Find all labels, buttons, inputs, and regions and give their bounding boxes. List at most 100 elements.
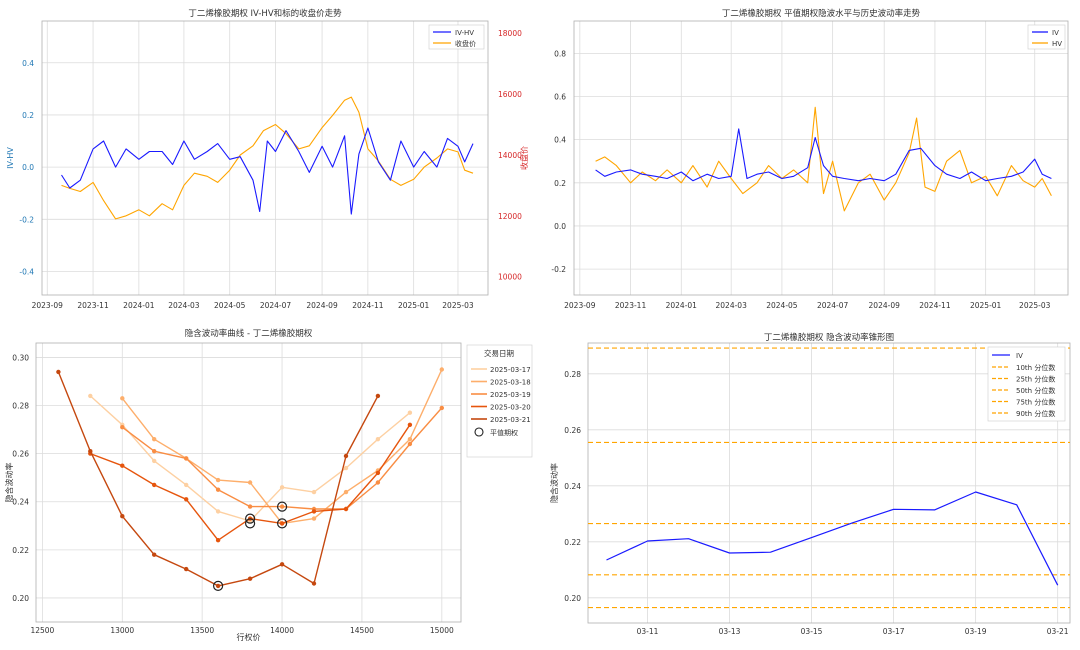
y-tick-label: 0.28 <box>12 402 29 411</box>
x-tick-label: 2024-05 <box>214 301 246 310</box>
smile-point <box>311 489 317 495</box>
atm-marker <box>245 518 256 529</box>
smile-point <box>152 552 157 557</box>
x-tick-label: 2024-11 <box>352 301 384 310</box>
x-tick-label: 2025-03 <box>442 301 474 310</box>
x-tick-label: 03-13 <box>719 627 741 636</box>
atm-marker <box>245 513 256 524</box>
y-tick-label: 0.24 <box>564 482 581 491</box>
close-price-line <box>61 96 474 220</box>
y-axis-label: IV-HV <box>6 147 15 169</box>
legend-box <box>428 24 485 50</box>
legend-title: 交易日期 <box>484 348 514 358</box>
smile-point <box>407 437 413 442</box>
legend-label: 2025-03-20 <box>490 404 531 412</box>
smile-point <box>407 441 413 447</box>
legend-box <box>466 344 533 458</box>
legend: IV 10th 分位数 25th 分位数 50th 分位数 75th 分位数 90th 分… <box>987 346 1066 422</box>
chart-title: 丁二烯橡胶期权 IV-HV和标的收盘价走势 <box>188 8 342 19</box>
smile-point <box>375 437 381 442</box>
smile-point <box>152 458 157 464</box>
smile-point <box>88 393 93 399</box>
legend: IV HV <box>1027 24 1066 50</box>
legend-label: IV <box>1016 352 1023 360</box>
smile-point <box>215 538 221 543</box>
y-tick-label: 0.22 <box>564 538 581 547</box>
y-tick-label: 0.28 <box>564 370 581 379</box>
smile-point <box>152 482 157 488</box>
x-tick-label: 03-17 <box>883 627 905 636</box>
y-tick-label: 0.4 <box>22 59 34 68</box>
y-axis-label: 隐含波动率 <box>4 463 14 503</box>
smile-point <box>343 489 349 495</box>
smile-point <box>247 480 253 485</box>
smile-point <box>120 514 125 519</box>
smile-point <box>439 367 444 372</box>
smile-point <box>184 566 189 572</box>
legend-label: HV <box>1052 40 1062 48</box>
iv-line <box>606 491 1059 586</box>
chart-title: 丁二烯橡胶期权 平值期权隐波水平与历史波动率走势 <box>722 8 921 19</box>
x-tick-label: 2024-05 <box>766 301 798 310</box>
y-tick-label: 0.4 <box>554 136 566 145</box>
smile-point <box>375 480 381 485</box>
smile-point <box>120 396 125 401</box>
atm-marker <box>277 501 288 512</box>
smile-point <box>407 422 413 427</box>
legend-label: IV-HV <box>455 29 474 37</box>
y-tick-label: -0.4 <box>19 268 34 277</box>
smile-point <box>152 449 157 454</box>
smile-point <box>152 437 157 442</box>
smile-point <box>120 463 125 468</box>
x-tick-label: 2023-11 <box>615 301 647 310</box>
atm-iv-hv-chart: 2023-09 2023-11 2024-01 2024-03 2024-05 2024-… <box>551 8 1069 310</box>
y-tick-label: -0.2 <box>19 215 34 224</box>
smile-point <box>375 393 381 399</box>
x-tick-label: 2024-03 <box>168 301 200 310</box>
x-axis-label: 行权价 <box>237 632 261 642</box>
iv-line <box>595 128 1052 182</box>
legend-label: 90th 分位数 <box>1016 409 1055 418</box>
smile-point <box>184 456 189 461</box>
smile-point <box>311 509 317 514</box>
x-tick-label: 2025-01 <box>398 301 430 310</box>
x-tick-label: 2025-03 <box>1019 301 1051 310</box>
x-tick-label: 2024-09 <box>869 301 901 310</box>
smile-point <box>343 453 349 459</box>
smile-point <box>247 504 253 509</box>
legend: IV-HV 收盘价 <box>428 24 485 50</box>
smile-point <box>88 449 93 454</box>
iv-smile-chart: 12500 13000 13500 14000 14500 15000 0.20 0.22 0.… <box>4 328 533 642</box>
y2-tick-label: 14000 <box>498 151 522 160</box>
atm-marker <box>277 518 288 529</box>
y-tick-label: 0.0 <box>554 222 566 231</box>
x-tick-label: 15000 <box>430 626 454 635</box>
x-tick-label: 2023-09 <box>564 301 596 310</box>
x-tick-label: 2024-01 <box>666 301 698 310</box>
legend: 交易日期 2025-03-17 2025-03-18 2025-03-19 2025-0… <box>466 344 533 458</box>
x-tick-label: 13500 <box>190 626 214 635</box>
y-tick-label: 0.20 <box>12 594 29 603</box>
smile-point <box>215 477 221 483</box>
y-tick-label: 0.8 <box>554 49 566 58</box>
legend-label: 收盘价 <box>455 39 476 48</box>
y-tick-label: 0.24 <box>12 498 29 507</box>
smile-point <box>343 506 349 512</box>
x-tick-label: 14000 <box>270 626 294 635</box>
smile-point <box>215 583 221 589</box>
x-tick-label: 2024-07 <box>260 301 292 310</box>
x-tick-label: 2023-11 <box>77 301 109 310</box>
legend-label: IV <box>1052 29 1059 37</box>
iv-hv-close-chart: 2023-09 2023-11 2024-01 2024-03 2024-05 2024-… <box>6 8 529 310</box>
y2-axis-label: 收盘价 <box>519 146 529 170</box>
smile-point <box>56 369 61 375</box>
smile-point <box>247 576 253 581</box>
smile-point <box>311 581 317 586</box>
x-tick-label: 03-15 <box>801 627 823 636</box>
plot-frame <box>35 342 462 623</box>
legend-label: 2025-03-18 <box>490 379 531 387</box>
chart-title: 隐含波动率曲线 - 丁二烯橡胶期权 <box>185 328 313 339</box>
smile-point <box>215 487 221 492</box>
legend-label: 2025-03-19 <box>490 391 531 399</box>
